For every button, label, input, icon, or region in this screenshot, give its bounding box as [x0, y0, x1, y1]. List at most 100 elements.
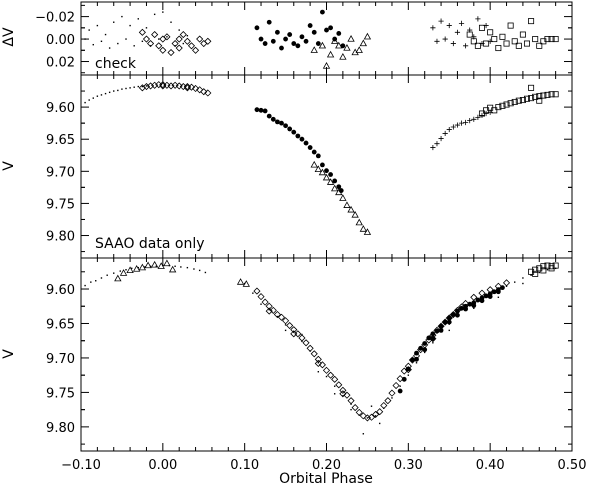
data-point-dot: [133, 86, 135, 88]
data-point-filled: [320, 162, 325, 168]
y-tick-label: 0.02: [46, 56, 75, 71]
data-point-dot: [180, 266, 182, 268]
data-point-triangle: [363, 228, 372, 235]
data-point-dot: [121, 88, 123, 90]
data-point-dot: [158, 38, 160, 40]
data-point-filled: [479, 298, 485, 304]
data-point-triangle: [144, 261, 152, 269]
data-point-dot: [166, 36, 168, 38]
data-point-triangle: [326, 178, 335, 185]
data-point-dot: [113, 272, 115, 274]
data-point-dot: [325, 375, 328, 378]
data-point-dot: [84, 38, 86, 40]
data-point-diamond: [175, 44, 183, 52]
data-point-dot: [84, 101, 86, 104]
data-point-filled: [320, 9, 325, 15]
data-point-diamond: [355, 408, 363, 416]
data-point-plus: [450, 40, 456, 47]
panel-top-annotation: check: [95, 56, 137, 72]
data-point-triangle: [326, 50, 335, 58]
y-tick-label: 9.75: [46, 386, 75, 401]
data-point-filled: [307, 23, 313, 28]
data-point-dot: [100, 94, 103, 96]
data-point-diamond: [159, 46, 167, 54]
data-point-dot: [284, 329, 287, 332]
data-point-diamond: [183, 84, 191, 92]
data-point-dot: [141, 40, 144, 43]
data-point-filled: [487, 294, 493, 299]
data-point-dot: [84, 284, 86, 287]
data-point-square: [499, 33, 506, 40]
data-point-square: [528, 84, 535, 91]
data-point-diamond: [192, 46, 200, 54]
data-point-dot: [117, 89, 119, 92]
data-point-triangle: [119, 269, 128, 276]
data-point-diamond: [138, 84, 146, 92]
data-point-diamond: [302, 339, 310, 347]
data-point-diamond: [175, 82, 183, 90]
data-point-plus: [463, 43, 469, 49]
data-point-dot: [108, 47, 111, 49]
data-point-diamond: [351, 404, 359, 412]
data-point-triangle: [138, 263, 147, 271]
data-point-dot: [399, 385, 401, 387]
data-point-dot: [424, 351, 426, 354]
data-point-dot: [530, 274, 532, 276]
data-point-filled: [414, 350, 419, 356]
data-point-triangle: [331, 184, 339, 192]
data-point-triangle: [314, 165, 322, 172]
data-point-square: [540, 267, 547, 274]
data-point-square: [536, 97, 543, 104]
data-point-filled: [455, 308, 460, 314]
data-point-square: [544, 91, 551, 98]
data-point-dot: [100, 40, 103, 43]
data-point-filled: [258, 36, 264, 42]
data-point-dot: [391, 397, 393, 399]
data-point-diamond: [310, 350, 318, 358]
data-point-dot: [317, 371, 320, 373]
data-point-diamond: [363, 414, 371, 422]
data-point-diamond: [376, 408, 384, 416]
data-point-dot: [432, 342, 434, 344]
data-point-diamond: [167, 48, 175, 57]
data-point-square: [483, 40, 490, 47]
data-point-dot: [370, 405, 373, 407]
data-point-diamond: [261, 298, 269, 306]
data-point-filled: [315, 41, 321, 46]
data-point-diamond: [196, 86, 204, 94]
data-point-filled: [475, 297, 481, 303]
data-point-diamond: [159, 35, 167, 43]
data-point-filled: [311, 149, 317, 155]
data-point-dot: [182, 42, 184, 45]
data-point-filled: [446, 319, 452, 325]
data-point-dot: [92, 97, 94, 99]
data-point-filled: [324, 27, 329, 33]
data-point-plus: [467, 117, 473, 124]
data-point-diamond: [200, 39, 208, 48]
data-point-square: [466, 31, 473, 38]
data-point-filled: [283, 36, 288, 42]
data-point-diamond: [146, 39, 155, 48]
data-point-filled: [258, 107, 264, 113]
data-point-filled: [311, 29, 317, 35]
data-point-dot: [88, 99, 90, 101]
data-point-filled: [266, 113, 272, 119]
data-point-square: [511, 38, 518, 45]
panel-middle-annotation: SAAO data only: [95, 236, 205, 252]
data-point-filled: [418, 345, 424, 351]
data-point-plus: [430, 144, 436, 151]
data-point-diamond: [380, 401, 388, 410]
data-point-filled: [254, 25, 260, 31]
data-point-plus: [475, 16, 481, 22]
data-point-dot: [155, 265, 157, 267]
data-point-filled: [303, 140, 309, 146]
data-point-square: [478, 24, 485, 31]
data-point-dot: [366, 417, 369, 419]
data-point-triangle: [335, 41, 343, 49]
data-point-diamond: [502, 279, 511, 287]
data-point-square: [528, 18, 535, 25]
data-point-dot: [178, 29, 180, 31]
data-point-dot: [106, 274, 108, 276]
data-point-filled: [336, 184, 342, 190]
data-point-diamond: [327, 371, 335, 379]
